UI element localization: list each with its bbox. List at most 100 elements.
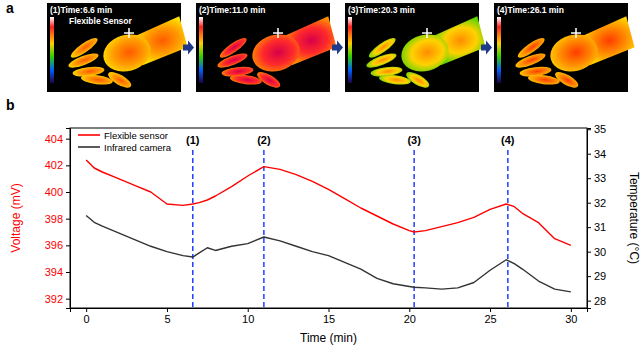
image-title: (4)Time:26.1 min [497,5,564,15]
tick-mark [587,252,591,253]
annotation-line [263,150,265,308]
hand [360,13,492,104]
color-bar [348,17,352,83]
annotation-label: (1) [186,134,200,146]
tick-mark [66,272,70,273]
tick-label: 15 [323,313,335,325]
tick-label: 33 [594,172,606,184]
tick: 33 [587,172,606,184]
tick-label: 31 [594,221,606,233]
plot-frame [70,128,587,308]
data-lines [86,150,571,308]
tick-label: 394 [45,266,63,278]
x-axis-title: Time (min) [300,331,357,345]
thumb [553,69,581,91]
tick-mark [66,219,70,220]
tick-label: 10 [242,313,254,325]
tick-mark [587,203,591,204]
tick-mark [66,299,70,300]
image-title: (3)Time:20.3 min [348,5,415,15]
tick: 31 [587,221,606,233]
annotation-line [192,150,194,308]
tick-label: 396 [45,239,63,251]
thermal-image: (4)Time:26.1 min [494,3,641,104]
annotation-line [413,150,415,308]
axis-line [71,309,588,313]
figure-svg: a b (1)Time:6.6 minFlexible Sensor (2)Time:… [0,0,642,350]
tick-label: 29 [594,270,606,282]
palm [546,29,602,76]
arrow [183,41,194,55]
tick-mark [66,165,70,166]
panel-label: b [6,97,15,113]
tick: 34 [587,148,606,160]
tick-mark [571,308,572,312]
figure: a b (1)Time:6.6 minFlexible Sensor (2)Time:… [0,0,642,350]
tick-label: 0 [84,313,90,325]
thumb [255,69,283,91]
tick-mark [587,301,591,302]
y2-axis-title: Temperature (°C) [627,172,641,264]
tick-mark [587,227,591,228]
tick-label: 28 [594,295,606,307]
annotation-label: (3) [407,134,421,146]
legend-entry: Flexible sensor [78,130,168,141]
tick: 30 [587,246,606,258]
tick: 28 [587,295,606,307]
panel-label: a [6,0,14,16]
tick: 29 [587,270,606,282]
tick-mark [66,192,70,193]
tick-label: 25 [484,313,496,325]
plot: 0510152025303923943963984004024042829303… [45,123,607,325]
sensor-cross [575,28,577,38]
axis-line [588,129,592,309]
thermal-image: (2)Time:11.0 min [196,3,343,104]
tick: 400 [45,186,70,198]
tick: 20 [404,308,416,325]
image-title: (2)Time:11.0 min [199,5,265,15]
tick-mark [587,276,591,277]
tick-label: 402 [45,159,63,171]
tick-mark [409,308,410,312]
hand [62,13,194,104]
series-line [86,215,571,291]
legend-swatch [78,146,100,148]
tick-mark [86,308,87,312]
hand [509,13,641,104]
axis-line [66,129,71,309]
tick: 394 [45,266,70,278]
sensor-cross [426,28,428,38]
y-axis: 392394396398400402404 [45,129,71,309]
tick-label: 30 [565,313,577,325]
tick-mark [66,245,70,246]
tick-mark [329,308,330,312]
annotation-label: (4) [501,134,515,146]
y-axis-title: Voltage (mV) [9,183,23,252]
tick: 402 [45,159,70,171]
image-annotation: Flexible Sensor [69,16,133,26]
tick-label: 392 [45,293,63,305]
tick-mark [167,308,168,312]
tick-label: 404 [45,133,63,145]
legend: Flexible sensorInfrared camera [78,130,172,153]
tick-mark [66,139,70,140]
x-axis: 051015202530 [71,308,588,325]
tick-mark [587,178,591,179]
legend-label: Infrared camera [104,142,172,153]
tick: 32 [587,197,606,209]
tick: 0 [84,308,90,325]
color-bar [50,17,54,83]
tick-label: 32 [594,197,606,209]
palm [397,29,453,76]
tick: 35 [587,123,606,135]
image-title: (1)Time:6.6 min [50,5,112,15]
tick-label: 20 [404,313,416,325]
tick: 30 [565,308,577,325]
tick-label: 34 [594,148,606,160]
tick-mark [490,308,491,312]
tick: 10 [242,308,254,325]
tick-label: 35 [594,123,606,135]
tick-label: 30 [594,246,606,258]
tick-mark [587,154,591,155]
y2-axis: 28 29 30 31 32 33 34 35 [587,123,606,308]
